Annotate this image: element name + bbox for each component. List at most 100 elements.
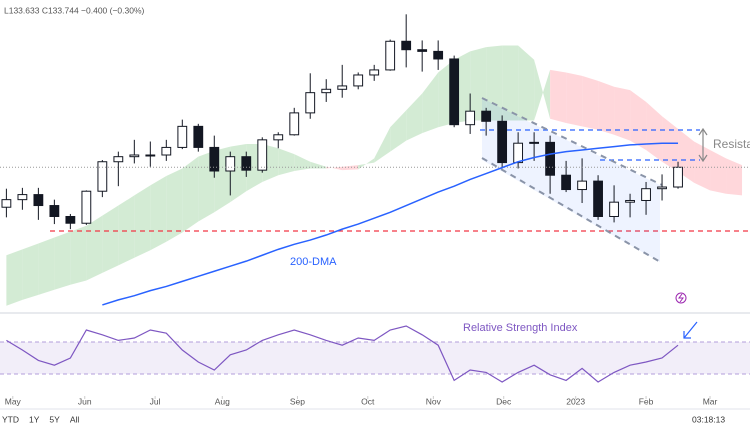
cloud-segment <box>646 101 663 162</box>
candle-body <box>561 174 571 191</box>
range-button[interactable]: All <box>70 414 80 424</box>
cloud-segment <box>342 165 359 171</box>
cloud-segment <box>694 141 711 191</box>
range-arrow-head <box>698 127 708 163</box>
candle-body <box>289 112 300 136</box>
channel <box>482 98 660 262</box>
cloud-segment <box>518 45 535 121</box>
candle-body <box>513 142 524 164</box>
x-tick-label: Jul <box>150 396 161 406</box>
x-tick-label: Aug <box>215 396 230 406</box>
cloud-segment <box>534 59 551 121</box>
cloud-segment <box>38 237 55 295</box>
ohlc-legend: L133.633 C133.744 −0.400 (−0.30%) <box>4 5 145 15</box>
channel-line <box>481 157 663 264</box>
cloud-segment <box>470 47 487 121</box>
cloud-segment <box>22 243 39 300</box>
candle-body <box>1 199 12 208</box>
moving-average-line <box>102 142 679 306</box>
rsi-title: Relative Strength Index <box>463 322 578 334</box>
candle-body <box>417 49 428 52</box>
candle-body <box>337 85 348 90</box>
candle-body <box>465 110 476 126</box>
candle-body <box>577 180 587 191</box>
x-tick-label: Jun <box>78 396 92 406</box>
x-tick-label: May <box>5 396 22 406</box>
cloud-segment <box>294 154 311 172</box>
cloud-segment <box>390 110 407 152</box>
cloud-segment <box>150 176 167 251</box>
series-label: 200-DMA <box>290 256 337 268</box>
candle-body <box>273 134 284 141</box>
event-icon[interactable] <box>675 292 687 304</box>
cloud-segment <box>118 195 135 266</box>
rsi-line <box>6 325 679 383</box>
cloud-segment <box>614 86 631 141</box>
candle-body <box>97 161 108 192</box>
candle-body <box>65 215 76 224</box>
range-button[interactable]: 1Y <box>29 414 40 424</box>
clock: 03:18:13 <box>692 414 725 424</box>
cloud-segment <box>662 116 679 172</box>
cloud-segment <box>6 249 23 306</box>
candle-body <box>353 74 364 87</box>
candle-body <box>369 69 380 76</box>
candle-body <box>449 58 460 126</box>
candle-body <box>33 194 44 207</box>
candle-body <box>321 88 332 94</box>
range-button[interactable]: YTD <box>2 414 19 424</box>
channel-line <box>481 97 663 186</box>
candle-body <box>209 146 220 172</box>
x-tick-label: Sep <box>290 396 305 406</box>
cloud-segment <box>102 205 119 273</box>
candle-body <box>81 190 92 224</box>
x-tick-label: 2023 <box>566 396 585 406</box>
candle-body <box>497 120 508 164</box>
candle-body <box>433 50 444 60</box>
cloud-segment <box>726 158 743 196</box>
range-button[interactable]: 5Y <box>49 414 60 424</box>
x-tick-label: Feb <box>639 396 654 406</box>
cloud-segment <box>310 161 327 169</box>
cloud-segment <box>54 231 71 290</box>
cloud-segment <box>422 72 439 134</box>
candle-body <box>161 146 172 156</box>
cloud-segment <box>182 156 199 233</box>
candle-body <box>145 154 156 157</box>
candle-body <box>113 156 124 163</box>
cloud-segment <box>582 75 599 130</box>
rsi-band <box>0 342 750 374</box>
cloud-segment <box>134 185 151 258</box>
candle-body <box>481 110 492 122</box>
candle-body <box>225 156 236 172</box>
candle-body <box>545 141 556 176</box>
candle-body <box>129 154 140 158</box>
candle-body <box>241 156 252 171</box>
candle-body <box>257 139 268 171</box>
candle-body <box>385 40 396 71</box>
cloud-segment <box>710 149 727 194</box>
cloud-segment <box>166 168 183 242</box>
cloud-segment <box>630 90 647 150</box>
cloud-segment <box>86 215 103 281</box>
x-tick-label: Dec <box>496 396 512 406</box>
candle-body <box>609 201 619 217</box>
candle-body <box>305 92 316 114</box>
x-tick-label: Mar <box>703 396 718 406</box>
candle-body <box>625 199 635 203</box>
cloud-segment <box>566 72 583 127</box>
cloud-segment <box>230 144 247 203</box>
cloud-segment <box>278 148 295 176</box>
cloud-segment <box>502 45 519 121</box>
candle-body <box>193 125 204 148</box>
candle-body <box>593 180 603 217</box>
cloud-segment <box>406 93 423 141</box>
candle-body <box>673 166 683 188</box>
toolbar-cover <box>729 414 743 426</box>
candle-body <box>657 186 667 190</box>
candle-body <box>49 205 60 217</box>
candle-body <box>401 40 412 51</box>
cloud-segment <box>374 127 391 163</box>
